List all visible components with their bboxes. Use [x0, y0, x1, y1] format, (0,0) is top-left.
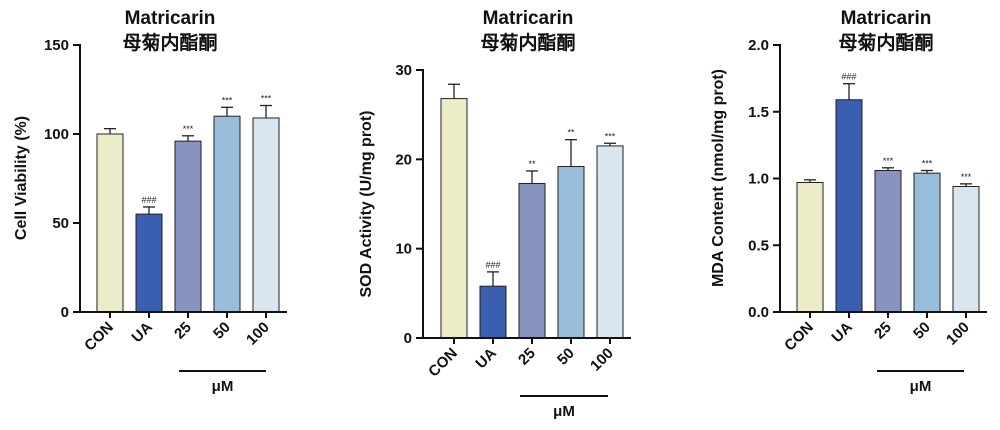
significance-mark: ### [485, 260, 500, 270]
y-axis-label: SOD Activity (U/mg prot) [358, 111, 375, 298]
y-tick-label: 1.5 [748, 104, 769, 121]
y-ticks: 0 10 20 30 [395, 62, 423, 347]
chart-subtitle: 母菊内酯酮 [838, 31, 933, 54]
y-ticks: 0.0 0.5 1.0 1.5 2.0 [748, 37, 780, 321]
bar-100 [597, 146, 623, 338]
y-tick-label: 50 [52, 215, 69, 232]
y-tick-label: 150 [44, 37, 69, 54]
bar-100 [253, 118, 279, 312]
x-tick-label: CON [425, 345, 461, 381]
bar-50 [214, 116, 240, 312]
x-ticks: CON UA 25 50 100 [781, 312, 973, 354]
x-tick-label: 100 [243, 319, 273, 349]
significance-mark: ** [528, 159, 536, 169]
bar-50 [558, 166, 584, 338]
bar-ua [836, 100, 862, 312]
bar-ua [136, 214, 162, 312]
x-tick-label: 50 [554, 345, 578, 369]
chart-title: Matricarin [125, 8, 216, 29]
unit-label: μM [910, 378, 932, 395]
significance-mark: *** [261, 94, 272, 104]
bar-100 [953, 187, 979, 312]
x-ticks: CON UA 25 50 100 [425, 338, 617, 380]
y-tick-label: 100 [44, 126, 69, 143]
bar-ua [480, 286, 506, 338]
chart-subtitle: 母菊内酯酮 [122, 31, 217, 54]
significance-mark: ### [841, 72, 856, 82]
significance-mark: *** [922, 158, 933, 168]
y-tick-label: 0 [61, 304, 69, 321]
chart-panel-cell-viability: Matricarin 母菊内酯酮 Cell Viability (%) 0 50 1… [13, 8, 287, 395]
x-tick-label: 25 [515, 345, 539, 369]
y-tick-label: 0 [404, 330, 412, 347]
significance-mark: ### [141, 195, 156, 205]
y-tick-label: 30 [395, 62, 412, 79]
y-axis-label: MDA Content (nmol/mg prot) [710, 69, 727, 287]
y-tick-label: 0.5 [748, 237, 769, 254]
bar-25 [175, 141, 201, 312]
chart-title: Matricarin [841, 8, 932, 29]
y-tick-label: 0.0 [748, 304, 769, 321]
significance-mark: *** [961, 172, 972, 182]
x-tick-label: 25 [871, 319, 895, 343]
y-tick-label: 1.0 [748, 171, 769, 188]
significance-mark: *** [883, 156, 894, 166]
unit-label: μM [212, 378, 234, 395]
x-tick-label: 50 [210, 319, 234, 343]
figure: Matricarin 母菊内酯酮 Cell Viability (%) 0 50 1… [0, 0, 1000, 430]
x-tick-label: CON [781, 319, 817, 355]
chart-title: Matricarin [483, 8, 574, 29]
bar-50 [914, 173, 940, 312]
x-tick-label: 50 [910, 319, 934, 343]
bar-con [797, 183, 823, 312]
y-axis-label: Cell Viability (%) [13, 116, 30, 240]
x-tick-label: 100 [943, 319, 973, 349]
bar-25 [519, 183, 545, 338]
bars: ###******* [441, 84, 623, 338]
chart-panel-mda-content: Matricarin 母菊内酯酮 MDA Content (nmol/mg pr… [710, 8, 987, 395]
y-tick-label: 10 [395, 241, 412, 258]
unit-label: μM [553, 403, 575, 420]
chart-panel-sod-activity: Matricarin 母菊内酯酮 SOD Activity (U/mg prot… [358, 8, 631, 420]
x-tick-label: 25 [171, 319, 195, 343]
y-ticks: 0 50 100 150 [44, 37, 80, 321]
chart-subtitle: 母菊内酯酮 [480, 31, 575, 54]
significance-mark: ** [567, 128, 575, 138]
bar-con [441, 99, 467, 338]
bar-con [97, 134, 123, 312]
bars: ### *** *** *** [97, 94, 279, 312]
x-ticks: CON UA 25 50 100 [81, 312, 273, 354]
x-tick-label: UA [128, 319, 155, 346]
y-tick-label: 2.0 [748, 37, 769, 54]
x-tick-label: 100 [587, 345, 617, 375]
x-tick-label: CON [81, 319, 117, 355]
significance-mark: *** [183, 124, 194, 134]
x-tick-label: UA [828, 319, 855, 346]
y-tick-label: 20 [395, 151, 412, 168]
bar-25 [875, 170, 901, 312]
x-tick-label: UA [472, 345, 499, 372]
significance-mark: *** [222, 95, 233, 105]
bars: ### *** *** *** [797, 72, 979, 312]
significance-mark: *** [605, 131, 616, 141]
